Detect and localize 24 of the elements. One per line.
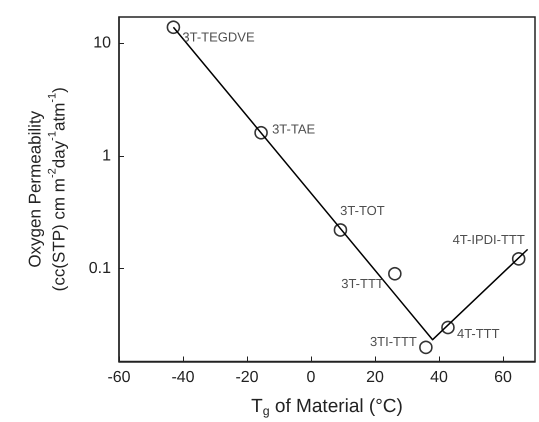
y-tick-label: 0.1 <box>88 260 112 278</box>
point <box>512 252 526 266</box>
annotation: 3TI-TTT <box>370 334 417 349</box>
annotation: 3T-TEGDVE <box>182 30 255 45</box>
point <box>254 126 268 140</box>
point <box>166 20 180 34</box>
annotation: 3T-TTT <box>341 276 384 292</box>
y-tick-label: 1 <box>102 147 112 164</box>
point <box>334 223 348 237</box>
x-tick-label: 0 <box>306 369 316 386</box>
point <box>419 340 433 354</box>
x-tick-label: -60 <box>107 369 131 386</box>
annotation: 3T-TOT <box>340 202 385 218</box>
x-tick-label: -40 <box>171 369 195 386</box>
annotation: 4T-TTT <box>456 326 500 342</box>
point <box>388 266 402 281</box>
annotation: 4T-IPDI-TTT <box>452 232 525 247</box>
x-tick-label: 20 <box>366 369 384 386</box>
x-tick-label: -20 <box>235 369 259 386</box>
x-tick-label: 40 <box>430 369 448 386</box>
x-tick-label: 60 <box>494 369 512 386</box>
point <box>441 320 455 334</box>
annotation: 3T-TAE <box>272 121 316 136</box>
y-tick-label: 10 <box>93 34 112 52</box>
